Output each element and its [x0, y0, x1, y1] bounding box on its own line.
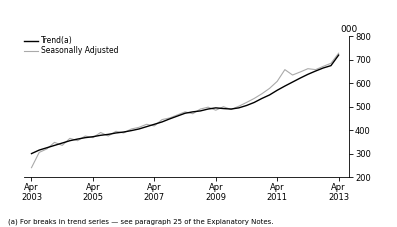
Text: (a) For breaks in trend series — see paragraph 25 of the Explanatory Notes.: (a) For breaks in trend series — see par…	[8, 218, 274, 225]
Text: 000: 000	[341, 25, 358, 34]
Legend: Trend(a), Seasonally Adjusted: Trend(a), Seasonally Adjusted	[24, 36, 118, 55]
